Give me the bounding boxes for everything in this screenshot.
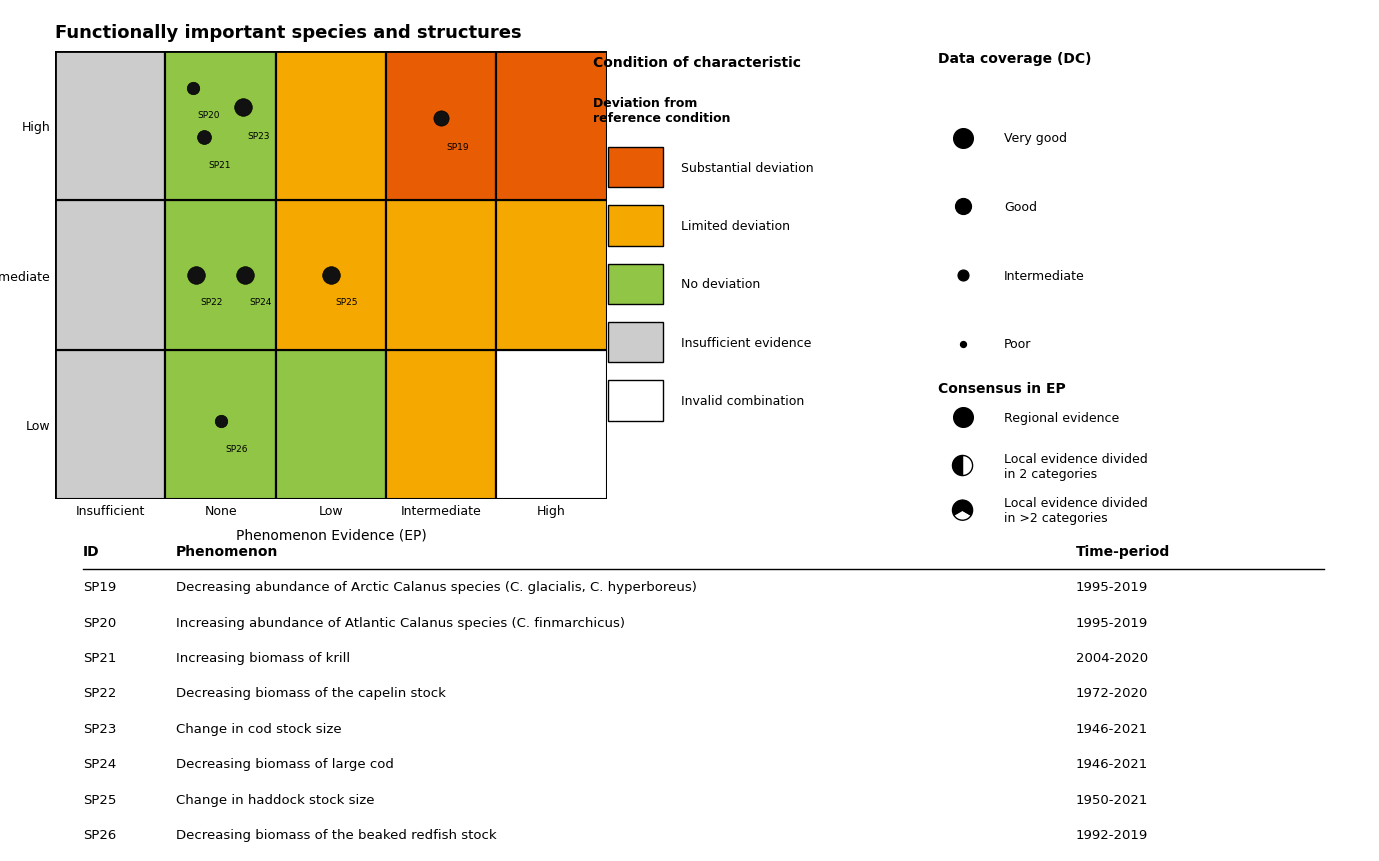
Text: Decreasing biomass of large cod: Decreasing biomass of large cod	[177, 758, 393, 771]
Text: Poor: Poor	[1004, 338, 1031, 351]
Text: SP21: SP21	[83, 651, 116, 664]
Text: Phenomenon: Phenomenon	[177, 544, 279, 559]
Text: SP19: SP19	[83, 580, 116, 593]
Text: Condition of characteristic: Condition of characteristic	[593, 56, 801, 70]
Text: Substantial deviation: Substantial deviation	[681, 162, 814, 175]
Text: Decreasing biomass of the capelin stock: Decreasing biomass of the capelin stock	[177, 686, 445, 700]
Point	[193, 132, 215, 146]
Text: Decreasing biomass of the beaked redfish stock: Decreasing biomass of the beaked redfish…	[177, 828, 496, 841]
Text: 1972-2020: 1972-2020	[1076, 686, 1147, 700]
Text: 1995-2019: 1995-2019	[1076, 616, 1147, 629]
Point	[232, 102, 254, 115]
Text: Change in cod stock size: Change in cod stock size	[177, 722, 342, 735]
Text: Local evidence divided
in 2 categories: Local evidence divided in 2 categories	[1004, 452, 1147, 480]
Text: Functionally important species and structures: Functionally important species and struc…	[55, 24, 521, 42]
Bar	[386, 350, 496, 499]
Bar	[496, 350, 607, 499]
Text: SP19: SP19	[447, 143, 469, 152]
Text: SP20: SP20	[197, 111, 221, 121]
FancyBboxPatch shape	[608, 206, 663, 246]
X-axis label: Phenomenon Evidence (EP): Phenomenon Evidence (EP)	[236, 529, 426, 542]
Bar	[386, 201, 496, 350]
Text: Insufficient evidence: Insufficient evidence	[681, 336, 811, 350]
Point	[430, 112, 452, 126]
Text: Limited deviation: Limited deviation	[681, 220, 790, 232]
Point	[185, 269, 207, 282]
Text: Invalid combination: Invalid combination	[681, 394, 804, 407]
Text: Data coverage (DC): Data coverage (DC)	[938, 52, 1091, 65]
Text: Increasing abundance of Atlantic Calanus species (C. finmarchicus): Increasing abundance of Atlantic Calanus…	[177, 616, 625, 629]
Bar	[496, 201, 607, 350]
Text: 2004-2020: 2004-2020	[1076, 651, 1147, 664]
Bar	[165, 52, 276, 201]
Bar	[386, 52, 496, 201]
Bar	[276, 52, 386, 201]
Text: Decreasing abundance of Arctic Calanus species (C. glacialis, C. hyperboreus): Decreasing abundance of Arctic Calanus s…	[177, 580, 696, 593]
Text: SP23: SP23	[247, 133, 270, 141]
Text: No deviation: No deviation	[681, 278, 760, 291]
Text: SP24: SP24	[250, 298, 272, 307]
Text: 1992-2019: 1992-2019	[1076, 828, 1147, 841]
Text: Deviation from
reference condition: Deviation from reference condition	[593, 96, 731, 124]
Wedge shape	[953, 500, 963, 516]
Text: 1995-2019: 1995-2019	[1076, 580, 1147, 593]
Point	[320, 269, 342, 282]
Text: SP20: SP20	[83, 616, 116, 629]
Text: SP25: SP25	[335, 298, 359, 307]
Bar	[165, 201, 276, 350]
Text: Good: Good	[1004, 201, 1037, 214]
Text: Time-period: Time-period	[1076, 544, 1169, 559]
Point	[234, 269, 256, 282]
Bar	[496, 52, 607, 201]
Text: Regional evidence: Regional evidence	[1004, 412, 1120, 424]
Text: 1950-2021: 1950-2021	[1076, 793, 1147, 806]
Bar	[55, 201, 165, 350]
FancyBboxPatch shape	[608, 323, 663, 362]
Text: SP21: SP21	[208, 161, 232, 170]
Wedge shape	[954, 511, 971, 521]
Wedge shape	[963, 456, 972, 476]
Point	[182, 82, 204, 96]
Text: SP26: SP26	[225, 444, 248, 453]
Text: Increasing biomass of krill: Increasing biomass of krill	[177, 651, 350, 664]
Text: SP22: SP22	[201, 298, 223, 307]
Text: SP23: SP23	[83, 722, 116, 735]
Text: ID: ID	[83, 544, 99, 559]
Text: Local evidence divided
in >2 categories: Local evidence divided in >2 categories	[1004, 497, 1147, 524]
Bar	[55, 350, 165, 499]
Bar	[276, 350, 386, 499]
FancyBboxPatch shape	[608, 264, 663, 305]
Bar	[276, 201, 386, 350]
Text: SP24: SP24	[83, 758, 116, 771]
Text: Intermediate: Intermediate	[1004, 269, 1085, 282]
Bar	[55, 52, 165, 201]
Text: 1946-2021: 1946-2021	[1076, 758, 1147, 771]
Text: Consensus in EP: Consensus in EP	[938, 381, 1066, 395]
Text: SP25: SP25	[83, 793, 116, 806]
Wedge shape	[963, 500, 972, 516]
Wedge shape	[953, 456, 963, 476]
FancyBboxPatch shape	[608, 381, 663, 421]
Text: 1946-2021: 1946-2021	[1076, 722, 1147, 735]
FancyBboxPatch shape	[608, 148, 663, 189]
Text: Change in haddock stock size: Change in haddock stock size	[177, 793, 374, 806]
Text: SP22: SP22	[83, 686, 116, 700]
Text: SP26: SP26	[83, 828, 116, 841]
Point	[210, 415, 232, 429]
Bar	[165, 350, 276, 499]
Text: Very good: Very good	[1004, 132, 1067, 145]
